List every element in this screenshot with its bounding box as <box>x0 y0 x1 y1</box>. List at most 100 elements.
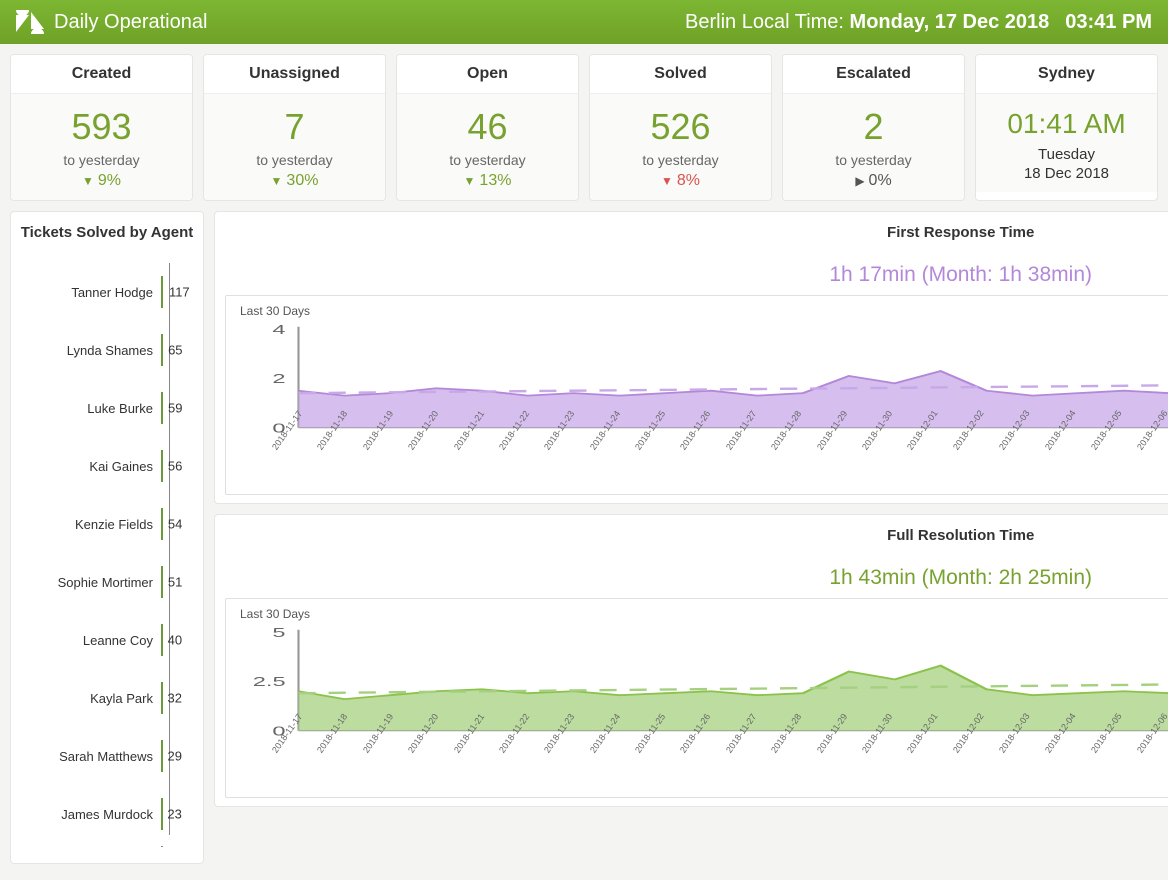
bar-label: Tanner Hodge <box>21 285 161 300</box>
kpi-delta: ▼ 9% <box>11 168 192 190</box>
kpi-body: 7to yesterday▼30% <box>204 94 385 200</box>
clock-day: Tuesday <box>976 140 1157 163</box>
delta-arrow-icon: ▼ <box>464 174 476 188</box>
bar-fill <box>161 566 163 598</box>
kpi-card-clock[interactable]: Sydney01:41 AMTuesday18 Dec 2018 <box>975 54 1158 201</box>
kpi-sub: to yesterday <box>590 148 771 168</box>
full-resolution-title: Full Resolution Time <box>215 515 1168 556</box>
first-response-subtitle: Last 30 Days <box>234 304 1168 322</box>
bar-fill <box>161 624 163 656</box>
bar-value: 65 <box>168 343 182 358</box>
kpi-delta-value: 13% <box>479 172 511 190</box>
kpi-delta-value: 30% <box>286 172 318 190</box>
bar-fill <box>161 392 163 424</box>
bar-value: 51 <box>168 575 182 590</box>
header-date: Monday, 17 Dec 2018 <box>850 11 1050 33</box>
bar-label: Kai Gaines <box>21 459 161 474</box>
kpi-title: Sydney <box>976 55 1157 94</box>
kpi-card-unassigned[interactable]: Unassigned7to yesterday▼30% <box>203 54 386 201</box>
kpi-card-open[interactable]: Open 46to yesterday ▼13% <box>396 54 579 201</box>
header-right: Berlin Local Time: Monday, 17 Dec 2018 0… <box>685 11 1152 34</box>
svg-text:2.5: 2.5 <box>253 675 286 689</box>
bar-row: Sophie Mortimer51 <box>21 553 163 611</box>
kpi-body: 2to yesterday▶0% <box>783 94 964 200</box>
kpi-sub: to yesterday <box>11 148 192 168</box>
kpi-title: Open <box>397 55 578 94</box>
kpi-sub: to yesterday <box>783 148 964 168</box>
kpi-delta-value: 9% <box>98 172 121 190</box>
bar-track: 29 <box>161 740 163 772</box>
kpi-sub: to yesterday <box>204 148 385 168</box>
bar-fill <box>161 334 163 366</box>
full-resolution-xlabels: 2018-11-172018-11-182018-11-192018-11-20… <box>234 745 1168 793</box>
clock-date: 18 Dec 2018 <box>976 163 1157 182</box>
kpi-sub: to yesterday <box>397 148 578 168</box>
bar-value: 59 <box>168 401 182 416</box>
agents-bar-chart: Tanner Hodge117Lynda Shames65Luke Burke5… <box>11 253 203 863</box>
bar-fill <box>161 682 163 714</box>
kpi-title: Solved <box>590 55 771 94</box>
bar-track: 51 <box>161 566 163 598</box>
agents-panel: Tickets Solved by Agent Tanner Hodge117L… <box>10 211 204 864</box>
header-left: Daily Operational <box>16 10 207 34</box>
kpi-card-created[interactable]: Created593to yesterday▼9% <box>10 54 193 201</box>
main-grid: Tickets Solved by Agent Tanner Hodge117L… <box>0 211 1168 874</box>
right-panel: First Response Time 1h 17min (Month: 1h … <box>214 211 1168 864</box>
kpi-value: 46 <box>397 100 578 148</box>
kpi-title: Escalated <box>783 55 964 94</box>
first-response-chart: Last 30 Days 024 2018-11-172018-11-18201… <box>225 295 1168 495</box>
bar-track: 54 <box>161 508 163 540</box>
kpi-body: 01:41 AMTuesday18 Dec 2018 <box>976 94 1157 192</box>
bar-row: Tanner Hodge117 <box>21 263 163 321</box>
bar-label: Sarah Matthews <box>21 749 161 764</box>
kpi-title: Unassigned <box>204 55 385 94</box>
bar-label: Lynda Shames <box>21 343 161 358</box>
delta-arrow-icon: ▼ <box>82 174 94 188</box>
bar-fill <box>161 450 163 482</box>
kpi-body: 593to yesterday▼9% <box>11 94 192 200</box>
bar-fill <box>161 740 163 772</box>
kpi-value: 2 <box>783 100 964 148</box>
bar-row: James Murdock23 <box>21 785 163 843</box>
bar-label: Kayla Park <box>21 691 161 706</box>
delta-arrow-icon: ▶ <box>855 174 864 188</box>
bar-fill <box>161 508 163 540</box>
agents-chart-title: Tickets Solved by Agent <box>11 212 203 253</box>
bar-value: 29 <box>167 749 181 764</box>
bar-row: Sarah Matthews29 <box>21 727 163 785</box>
full-resolution-card: Full Resolution Time 1h 43min (Month: 2h… <box>214 514 1168 807</box>
x-axis-line <box>161 846 163 847</box>
header-clock: 03:41 PM <box>1065 11 1152 34</box>
bar-track: 32 <box>161 682 163 714</box>
kpi-value: 7 <box>204 100 385 148</box>
bar-label: Luke Burke <box>21 401 161 416</box>
kpi-body: 46to yesterday ▼13% <box>397 94 578 200</box>
svg-text:4: 4 <box>272 323 286 337</box>
bar-label: Leanne Coy <box>21 633 161 648</box>
bar-track: 40 <box>161 624 163 656</box>
full-resolution-chart: Last 30 Days 02.55 2018-11-172018-11-182… <box>225 598 1168 798</box>
header-time-label: Berlin Local Time: <box>685 11 844 33</box>
bar-value: 56 <box>168 459 182 474</box>
bar-value: 23 <box>167 807 181 822</box>
bar-value: 117 <box>169 285 190 300</box>
bar-value: 40 <box>168 633 182 648</box>
bar-row: Leanne Coy40 <box>21 611 163 669</box>
delta-arrow-icon: ▼ <box>661 174 673 188</box>
bar-label: James Murdock <box>21 807 161 822</box>
kpi-card-escalated[interactable]: Escalated2to yesterday▶0% <box>782 54 965 201</box>
kpi-delta: ▼30% <box>204 168 385 190</box>
first-response-title: First Response Time <box>215 212 1168 253</box>
kpi-title: Created <box>11 55 192 94</box>
kpi-delta: ▼8% <box>590 168 771 190</box>
svg-text:2: 2 <box>272 372 285 386</box>
full-resolution-subtitle: Last 30 Days <box>234 607 1168 625</box>
bar-value: 32 <box>168 691 182 706</box>
first-response-metric: 1h 17min (Month: 1h 38min) <box>215 253 1168 295</box>
delta-arrow-icon: ▼ <box>271 174 283 188</box>
bar-track: 23 <box>161 798 163 830</box>
bar-row: Luke Burke59 <box>21 379 163 437</box>
bar-row: Kenzie Fields54 <box>21 495 163 553</box>
kpi-card-solved[interactable]: Solved526to yesterday▼8% <box>589 54 772 201</box>
bar-row: Lynda Shames65 <box>21 321 163 379</box>
